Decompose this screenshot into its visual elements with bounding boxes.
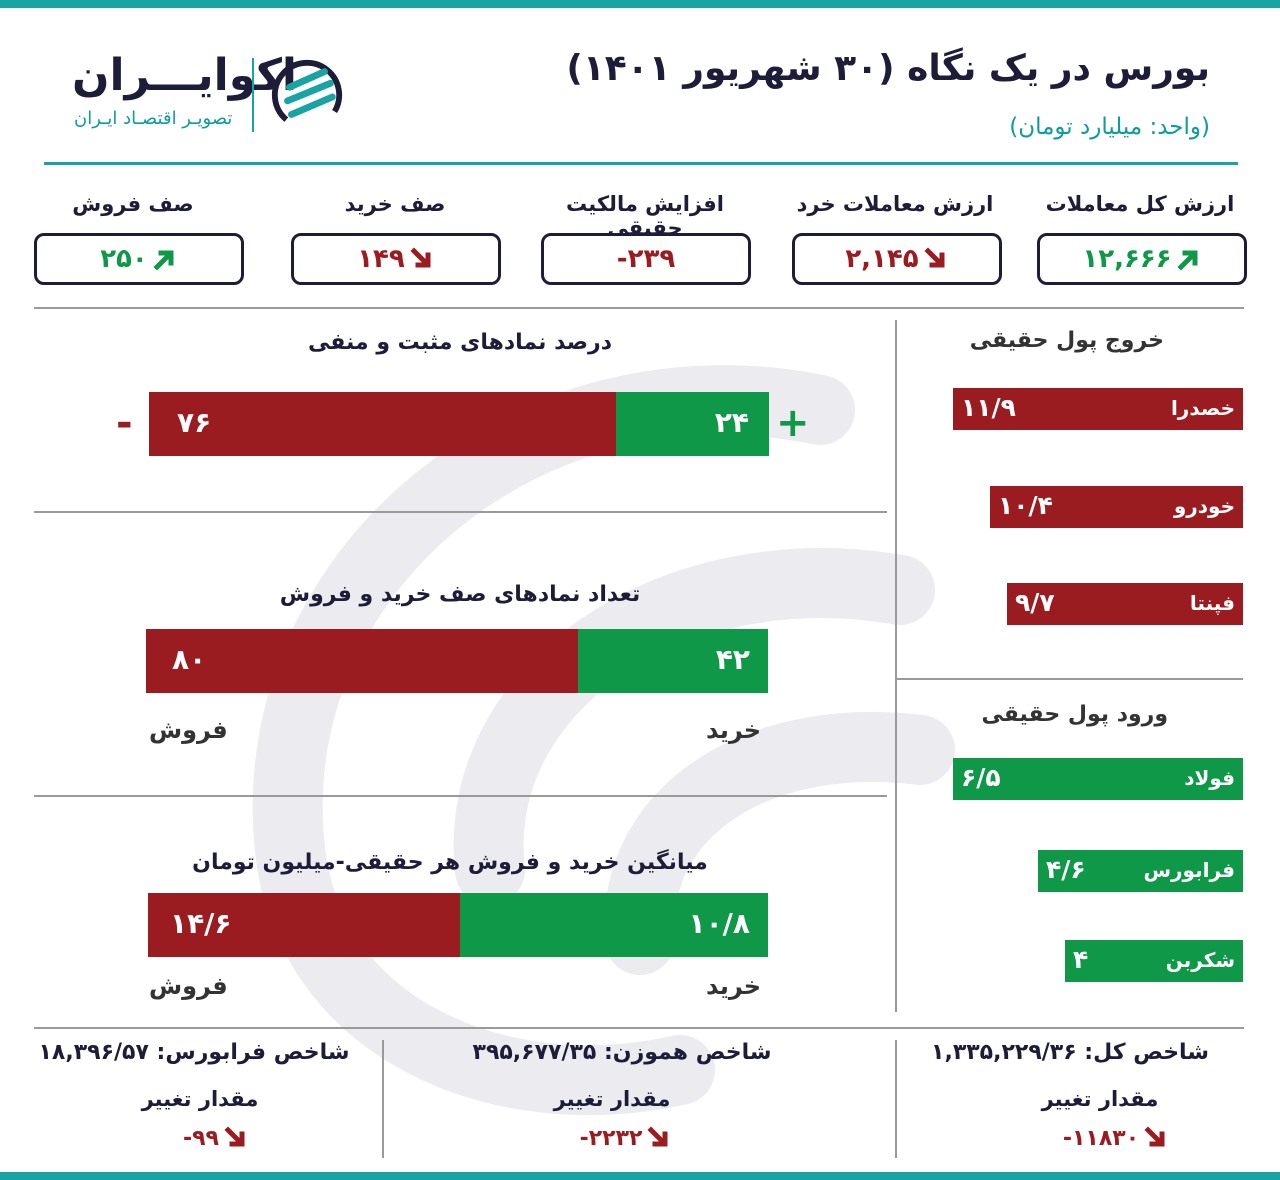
inflow-bar: فولاد ۶/۵ [953, 758, 1243, 800]
kpi-label-sell-queue: صف فروش [72, 192, 194, 216]
label-buy: خرید [706, 972, 762, 1000]
chart-divider-1 [34, 511, 887, 513]
unit-label: (واحد: میلیارد تومان) [1009, 114, 1210, 140]
index-farabourse-change: -۹۹ [36, 1125, 396, 1151]
bar-average-buy: ۱۰/۸ [460, 893, 768, 957]
arrow-down-icon [924, 247, 945, 268]
top-accent-bar [0, 0, 1280, 8]
value-buy-queue-count: ۴۲ [715, 643, 750, 676]
chart-title-average-trade: میانگین خرید و فروش هر حقیقی-میلیون توما… [192, 850, 708, 875]
index-equal-weight-change-value: -۲۲۳۲ [579, 1125, 643, 1151]
outflow-bar: خودرو ۱۰/۴ [990, 486, 1243, 528]
page-title: بورس در یک نگاه (۳۰ شهریور ۱۴۰۱) [566, 48, 1210, 89]
outflow-symbol: خصدرا [1170, 396, 1235, 420]
indices-separator-2 [895, 1040, 897, 1158]
kpi-box-retail-value: ۲,۱۴۵ [792, 233, 1002, 285]
kpi-divider [34, 307, 1244, 309]
outflow-value: ۹/۷ [1015, 588, 1055, 617]
arrow-down-icon [224, 1126, 245, 1147]
kpi-box-sell-queue: ۲۵۰ [34, 233, 244, 285]
outflow-bar: فپنتا ۹/۷ [1007, 583, 1243, 625]
kpi-value-total-value: ۱۲,۶۶۶ [1082, 244, 1172, 274]
inflow-symbol: فولاد [1184, 766, 1235, 790]
outflow-symbol: خودرو [1173, 494, 1235, 518]
label-sell: فروش [149, 972, 228, 1000]
index-equal-weight-change-label: مقدار تغییر [553, 1087, 671, 1111]
index-farabourse-change-label: مقدار تغییر [141, 1087, 259, 1111]
kpi-box-buy-queue: ۱۴۹ [291, 233, 501, 285]
value-negative-percent: ۷۶ [177, 406, 212, 439]
bar-negative-percent: ۷۶ [149, 392, 616, 456]
index-total-title: شاخص کل: ۱,۳۳۵,۲۲۹/۳۶ [931, 1040, 1209, 1065]
brand-tagline: تصویـر اقتصـاد ایـران [74, 108, 233, 129]
chart-title-positive-negative: درصد نمادهای مثبت و منفی [307, 330, 613, 355]
kpi-value-individual-ownership: -۲۳۹ [616, 244, 676, 274]
value-positive-percent: ۲۴ [714, 406, 749, 439]
outflow-symbol: فپنتا [1189, 591, 1235, 615]
brand-name: اکوایـــران [72, 50, 297, 101]
indices-separator-1 [382, 1040, 384, 1158]
index-equal-weight-change: -۲۲۳۲ [446, 1125, 806, 1151]
value-sell-queue-count: ۸۰ [172, 643, 207, 676]
negative-sign: - [116, 400, 133, 446]
label-buy: خرید [706, 716, 762, 744]
kpi-box-total-value: ۱۲,۶۶۶ [1037, 233, 1247, 285]
index-farabourse-change-value: -۹۹ [183, 1125, 219, 1151]
brand-logo-icon [271, 59, 343, 131]
chart-divider-2 [34, 795, 887, 797]
column-divider [895, 320, 897, 1012]
positive-sign: + [776, 400, 810, 446]
bar-sell-queue-count: ۸۰ [146, 629, 578, 693]
arrow-down-icon [410, 247, 431, 268]
outflow-value: ۱۰/۴ [998, 491, 1053, 520]
index-farabourse-title: شاخص فرابورس: ۱۸,۳۹۶/۵۷ [38, 1040, 350, 1065]
index-total-change-value: -۱۱۸۳۰ [1062, 1125, 1140, 1151]
index-total-change-label: مقدار تغییر [1041, 1087, 1159, 1111]
bar-buy-queue-count: ۴۲ [578, 629, 768, 693]
inflow-value: ۶/۵ [961, 763, 1001, 792]
inflow-title: ورود پول حقیقی [981, 702, 1168, 727]
inflow-value: ۴ [1073, 945, 1089, 974]
index-total-change: -۱۱۸۳۰ [936, 1125, 1280, 1151]
kpi-value-retail-value: ۲,۱۴۵ [845, 244, 919, 274]
flow-divider [897, 678, 1243, 680]
value-average-buy: ۱۰/۸ [688, 907, 751, 940]
bar-average-sell: ۱۴/۶ [148, 893, 460, 957]
kpi-value-sell-queue: ۲۵۰ [100, 244, 148, 274]
outflow-title: خروج پول حقیقی [969, 328, 1164, 353]
inflow-bar: شکربن ۴ [1065, 940, 1243, 982]
arrow-down-icon [647, 1126, 668, 1147]
inflow-symbol: فرابورس [1143, 858, 1235, 882]
kpi-label-buy-queue: صف خرید [344, 192, 446, 216]
kpi-box-individual-ownership: -۲۳۹ [541, 233, 751, 285]
arrow-up-icon [153, 250, 174, 271]
arrow-up-icon [1177, 250, 1198, 271]
kpi-label-retail-value: ارزش معاملات خرد [796, 192, 994, 216]
bottom-accent-bar [0, 1172, 1280, 1180]
brand-separator [252, 58, 254, 132]
index-equal-weight-title: شاخص هموزن: ۳۹۵,۶۷۷/۳۵ [472, 1040, 772, 1065]
inflow-symbol: شکربن [1165, 948, 1235, 972]
header-divider [44, 162, 1238, 165]
outflow-value: ۱۱/۹ [961, 393, 1016, 422]
kpi-label-total-value: ارزش کل معاملات [1045, 192, 1235, 216]
outflow-bar: خصدرا ۱۱/۹ [953, 388, 1243, 430]
arrow-down-icon [1144, 1126, 1165, 1147]
indices-divider [34, 1027, 1244, 1029]
inflow-bar: فرابورس ۴/۶ [1038, 850, 1243, 892]
inflow-value: ۴/۶ [1046, 855, 1086, 884]
kpi-value-buy-queue: ۱۴۹ [357, 244, 405, 274]
label-sell: فروش [149, 716, 228, 744]
bar-positive-percent: ۲۴ [616, 392, 769, 456]
value-average-sell: ۱۴/۶ [170, 907, 232, 940]
chart-title-queue-count: تعداد نمادهای صف خرید و فروش [279, 582, 641, 607]
